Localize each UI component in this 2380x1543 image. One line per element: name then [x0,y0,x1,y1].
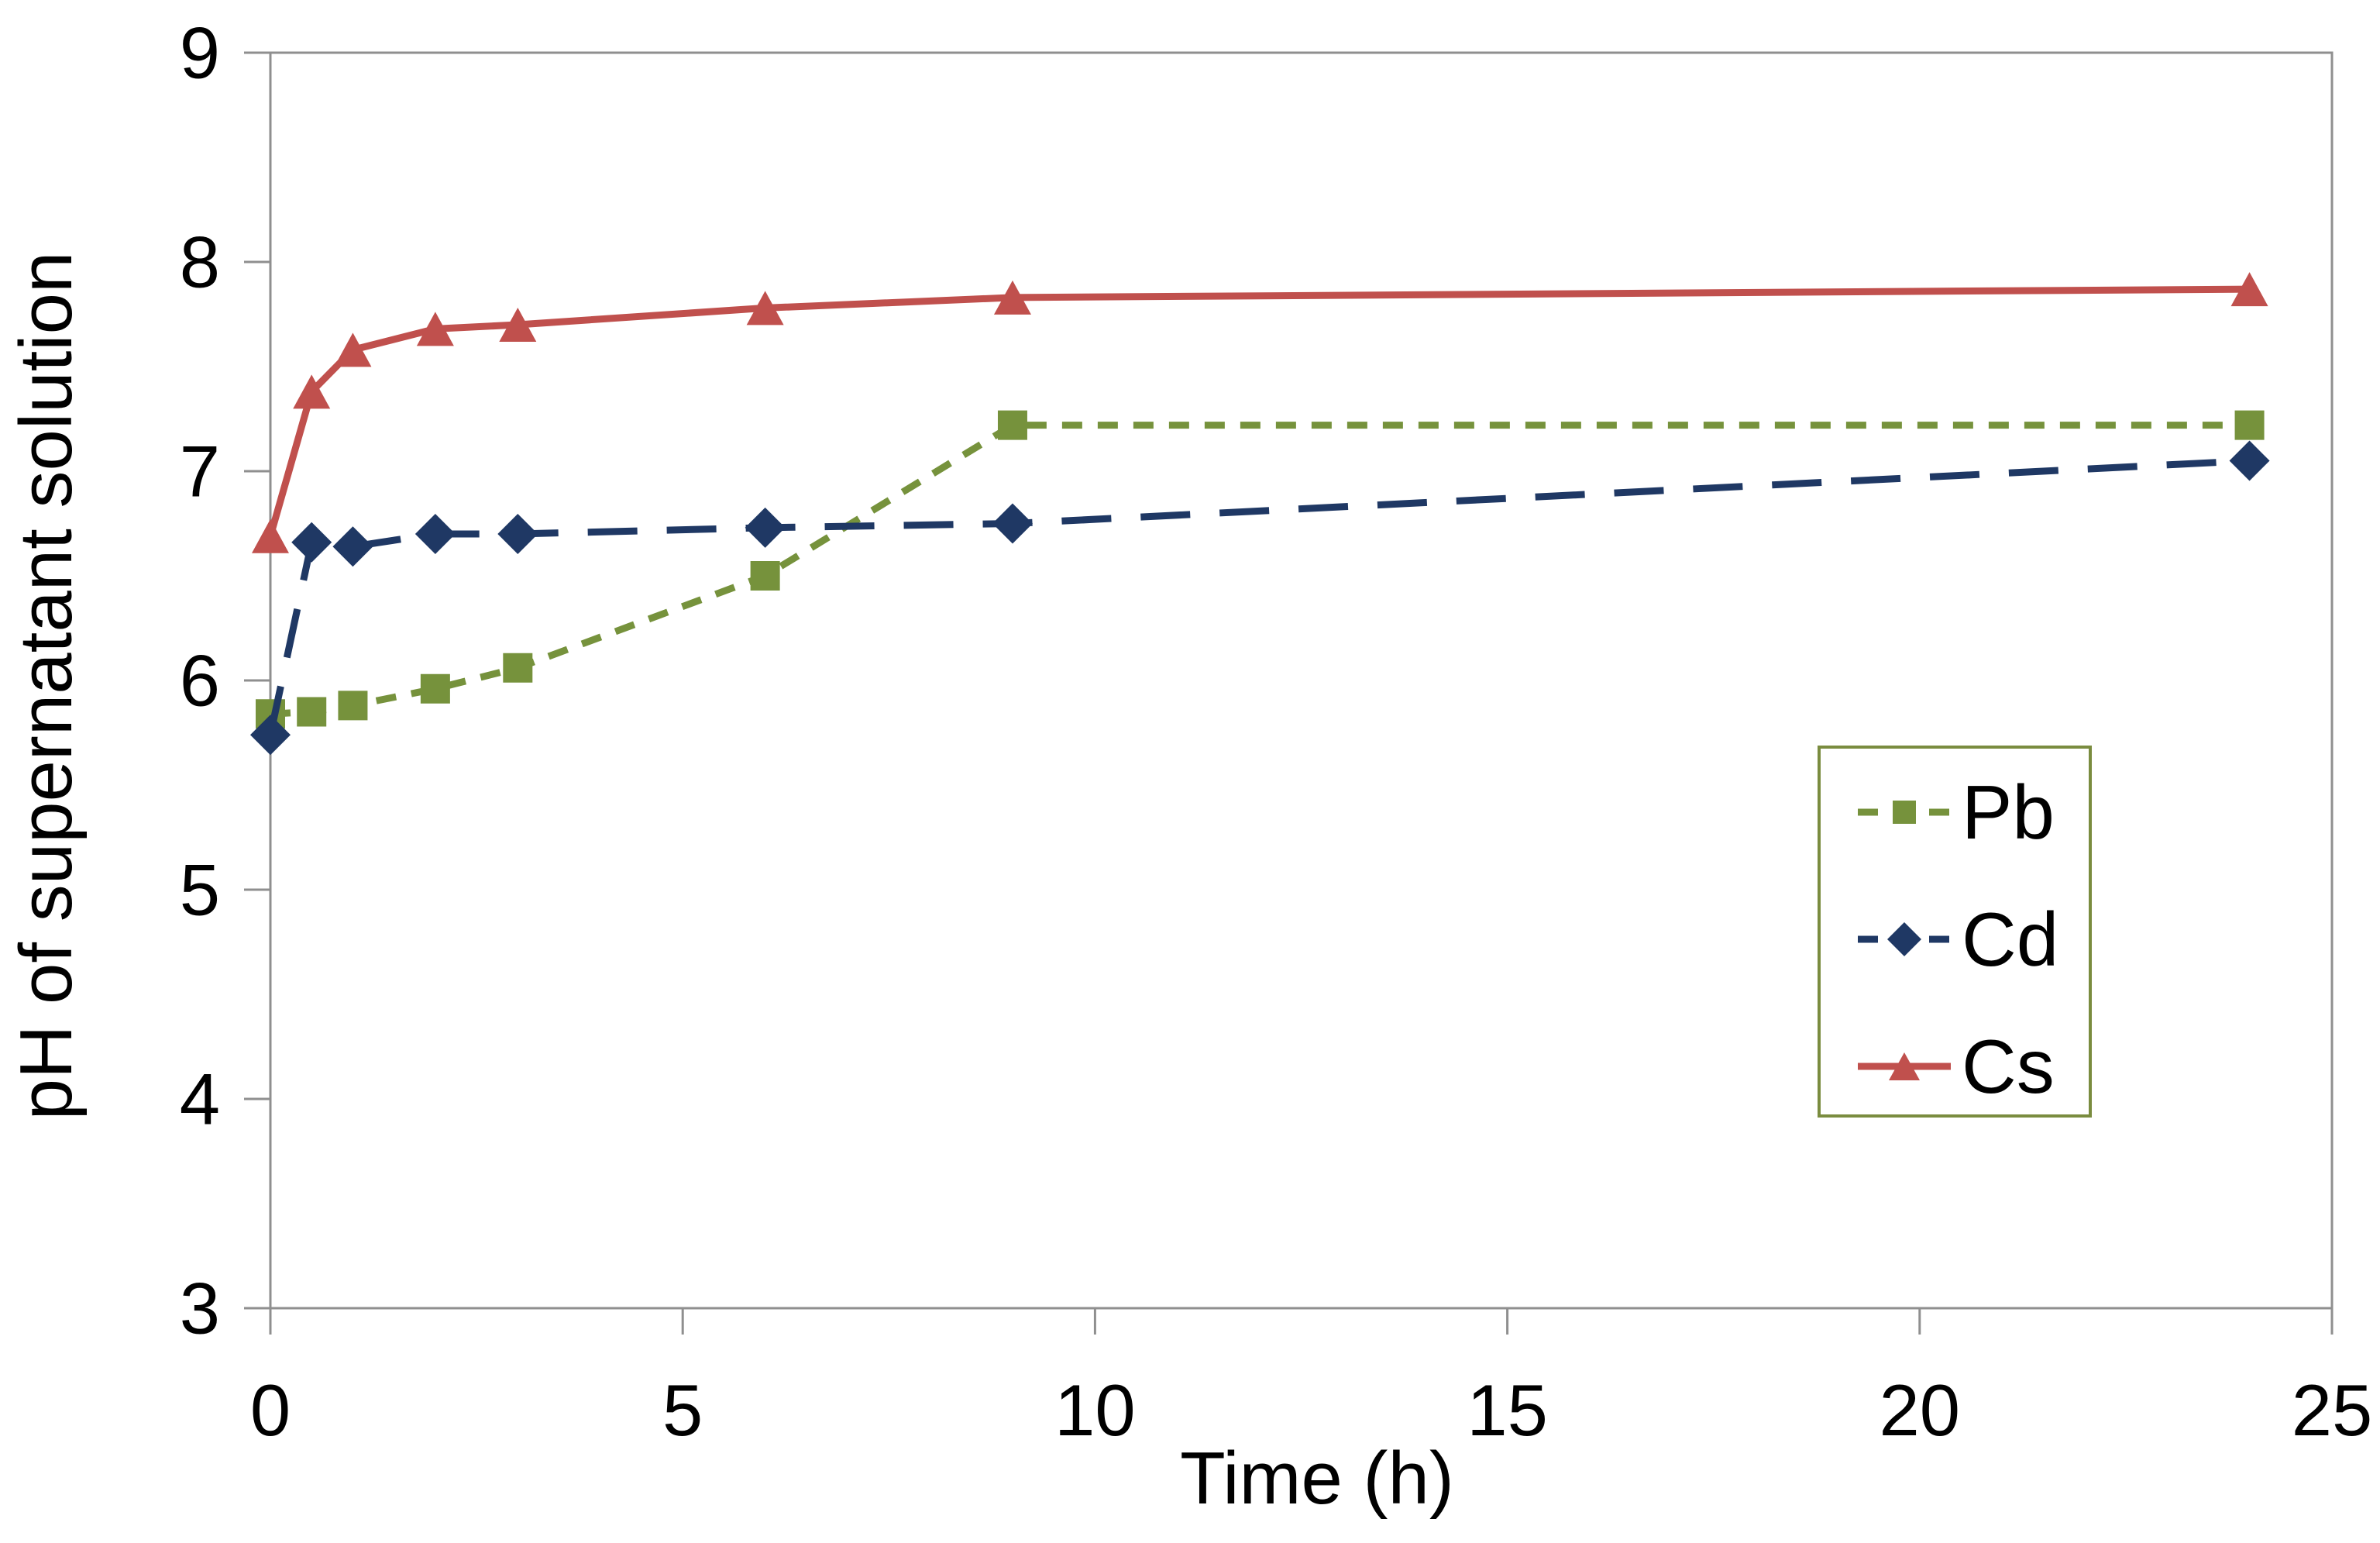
legend-label-cd: Cd [1962,897,2058,982]
diamond-marker-cd [250,715,291,756]
x-tick-label: 5 [662,1369,703,1451]
y-tick-label: 9 [180,12,220,94]
x-tick-label: 0 [250,1369,291,1451]
square-marker-pb [297,697,327,727]
triangle-marker-cs [2230,272,2268,307]
legend-label-cs: Cs [1962,1024,2055,1109]
diamond-marker-cd [745,507,786,548]
x-tick-label: 15 [1467,1369,1548,1451]
x-tick-label: 20 [1880,1369,1961,1451]
diamond-marker-cd [497,514,538,554]
legend-label-pb: Pb [1962,770,2055,855]
square-marker-pb [750,561,780,591]
series-line-cd [267,457,2250,736]
y-axis-title: pH of supernatant solution [5,252,88,1121]
y-tick-label: 8 [180,222,220,303]
triangle-marker-cs [334,332,372,367]
diamond-marker-cd [2229,440,2270,481]
plot-border [269,51,2334,1310]
triangle-marker-cs [746,291,784,325]
triangle-marker-cs [416,312,454,346]
y-tick-label: 6 [180,640,220,722]
chart-content: 3 4 5 6 7 8 9 0 5 10 15 20 25 Pb Cd Cs [180,12,2373,1452]
diamond-marker-cd [291,522,332,563]
series-line-pb [270,422,2250,718]
y-tick-label: 5 [180,849,220,931]
x-axis-title: Time (h) [1180,1437,1454,1520]
triangle-marker-cs [252,518,289,553]
diamond-marker-cd [332,526,373,567]
y-tick-label: 4 [180,1059,220,1140]
triangle-marker-cs [993,280,1031,315]
legend-square-marker [1893,801,1916,824]
legend-box [1818,746,2092,1118]
square-marker-pb [503,653,533,683]
triangle-marker-cs [293,374,331,409]
legend-diamond-marker [1887,922,1921,956]
y-tick-label: 3 [180,1268,220,1349]
x-tick-label: 25 [2292,1369,2373,1451]
y-tick-label: 7 [180,431,220,512]
square-marker-pb [420,673,450,704]
diamond-marker-cd [414,514,456,554]
x-tick-label: 10 [1054,1369,1136,1451]
square-marker-pb [997,410,1027,440]
legend-triangle-marker [1889,1052,1920,1080]
diamond-marker-cd [992,503,1033,544]
square-marker-pb [2234,410,2265,440]
square-marker-pb [338,691,368,721]
series-line-cs [267,285,2250,537]
triangle-marker-cs [499,308,537,342]
